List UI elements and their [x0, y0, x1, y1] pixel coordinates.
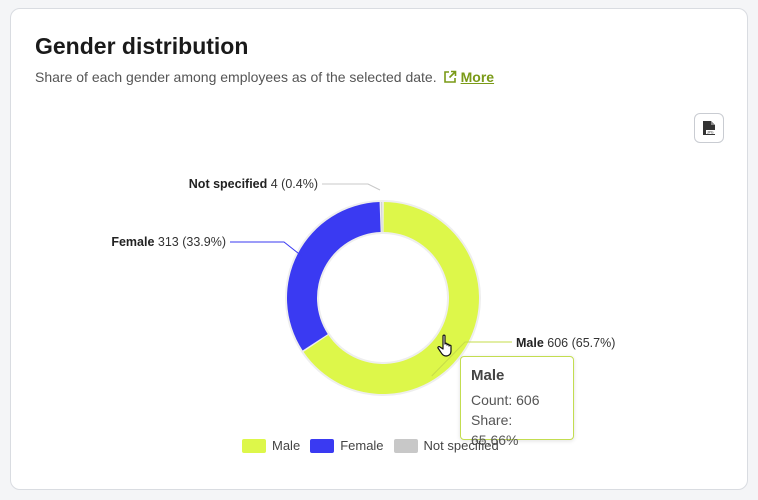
pie-slice-female[interactable]	[287, 202, 381, 351]
legend-item-not-specified[interactable]: Not specified	[393, 438, 499, 453]
chart-card: Gender distribution Share of each gender…	[10, 8, 748, 490]
chart-subtitle: Share of each gender among employees as …	[35, 69, 494, 85]
tooltip-title: Male	[471, 367, 505, 384]
page-title: Gender distribution	[35, 33, 249, 59]
leader-line-male	[431, 341, 512, 377]
data-label-not-specified: Not specified 4 (0.4%)	[189, 177, 318, 191]
hand-cursor-icon	[437, 334, 452, 357]
tooltip-count: Count: 606	[471, 392, 540, 408]
pie-slice-male[interactable]	[303, 202, 480, 395]
chart-tooltip: Male Count: 606 Share: 65.66%	[460, 356, 574, 448]
export-jpg-button[interactable]: JPG	[694, 113, 724, 143]
leader-line-female	[230, 241, 302, 257]
legend-item-female[interactable]: Female	[310, 438, 384, 453]
chart-legend: Male Female Not specified	[242, 438, 499, 453]
legend-swatch-male	[242, 438, 266, 453]
pie-slice-not-specified[interactable]	[381, 202, 383, 233]
more-link[interactable]: More	[443, 69, 494, 85]
jpg-file-icon: JPG	[703, 121, 715, 135]
more-link-label: More	[460, 69, 495, 85]
svg-text:JPG: JPG	[706, 130, 713, 134]
leader-line-not-specified	[322, 183, 381, 191]
legend-swatch-not-specified	[393, 438, 418, 453]
data-label-male: Male 606 (65.7%)	[516, 336, 615, 350]
legend-swatch-female	[310, 438, 335, 453]
external-link-icon	[443, 70, 456, 83]
legend-item-male[interactable]: Male	[242, 438, 300, 453]
tooltip-share: Share: 65.66%	[471, 412, 519, 448]
data-label-female: Female 313 (33.9%)	[111, 235, 226, 249]
legend-label-not-specified: Not specified	[423, 438, 499, 453]
legend-label-male: Male	[272, 438, 301, 453]
subtitle-text: Share of each gender among employees as …	[35, 69, 437, 85]
legend-label-female: Female	[340, 438, 384, 453]
